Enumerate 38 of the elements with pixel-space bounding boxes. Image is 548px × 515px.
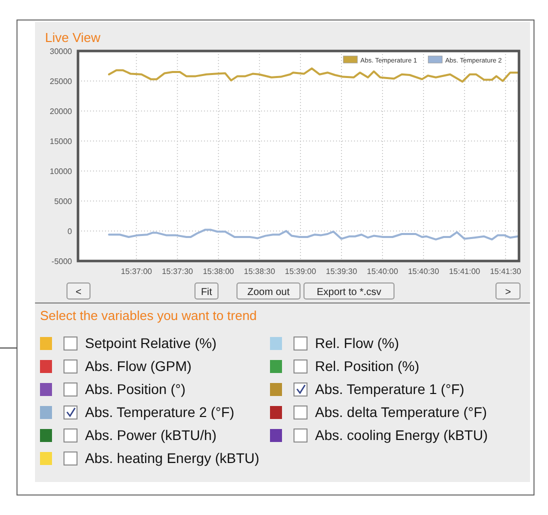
y-tick-label: 20000 [50,106,73,116]
text: Abs. Position (°) [85,381,186,397]
x-tick-label: 15:38:30 [244,267,276,276]
line-series [108,228,519,240]
text: Rel. Position (%) [315,358,420,374]
y-tick-label: -5000 [52,256,73,266]
button: Fit [194,282,218,300]
x-tick-label: 15:40:00 [366,267,399,276]
x-tick-label: 15:40:30 [408,267,440,276]
x-tick-label: 15:37:30 [162,267,194,276]
x-tick-label: 15:38:00 [202,267,235,276]
text: Setpoint Relative (%) [85,335,217,351]
x-tick-label: 15:41:00 [448,267,481,276]
y-tick-label: 0 [68,226,73,236]
y-tick-label: 5000 [54,196,73,206]
button: > [496,282,520,300]
text: Abs. delta Temperature (°F) [315,404,487,420]
x-tick-label: 15:41:30 [490,267,522,276]
text: Abs. cooling Energy (kBTU) [315,427,488,443]
button: < [66,282,90,300]
y-tick-label: 30000 [50,46,73,56]
line-series [108,67,519,83]
text: Abs. Temperature 1 (°F) [315,381,464,397]
y-tick-label: 10000 [50,166,73,176]
text: Abs. Temperature 2 (°F) [85,404,234,420]
text: Select the variables you want to trend [40,308,257,323]
x-tick-label: 15:37:00 [120,267,153,276]
text: Abs. Power (kBTU/h) [85,427,216,443]
text: Abs. heating Energy (kBTU) [85,450,260,466]
x-tick-label: 15:39:30 [326,267,358,276]
text: Abs. Flow (GPM) [85,358,192,374]
text: Rel. Flow (%) [315,335,400,351]
y-tick-label: 15000 [50,136,73,146]
button: Zoom out [236,282,300,300]
x-tick-label: 15:39:00 [284,267,317,276]
y-tick-label: 25000 [50,76,73,86]
chart-title: Live View [45,30,102,45]
button: Export to *.csv [304,282,394,300]
